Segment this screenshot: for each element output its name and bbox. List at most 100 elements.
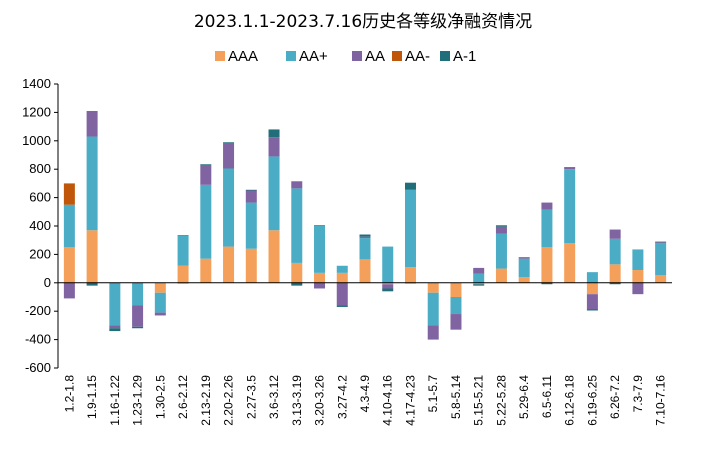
x-tick-label: 3.13-3.19 [290,375,304,426]
bar-segment-aa [450,314,462,330]
bar-segment-aaa [495,268,507,283]
bar-segment-aa- [177,235,189,266]
bar-segment-a-1 [586,309,598,311]
bar-segment-a-1 [245,189,257,191]
y-tick-label: 1200 [22,104,51,119]
x-tick-label: 5.1-5.7 [426,375,440,413]
bar-segment-aa- [404,189,416,268]
y-tick-label: 600 [29,190,51,205]
x-tick-label: 7.3-7.9 [631,375,645,413]
bar-segment-aaa [63,247,75,283]
legend: AAA AA+ AA AA- A-1 [215,48,476,65]
bar-segment-aa- [109,282,121,326]
bar-segment-aa [564,167,576,170]
bar-segment-a-1 [223,142,235,143]
x-tick-label: 3.20-3.26 [313,375,327,426]
bar-segment-aa [541,202,553,210]
x-tick-label: 6.12-6.18 [563,375,577,426]
legend-label: AA [365,48,385,65]
bar-segment-aa- [632,249,644,271]
bar-segment-aa- [450,297,462,315]
bar-segment-a-1 [177,235,189,236]
bar-segment-aaa [359,259,371,283]
bar-segment-aaa [427,282,439,293]
bar-segment-aa- [291,188,303,263]
x-tick-label: 7.10-7.16 [654,375,668,426]
bar-segment-aa [609,229,621,239]
bar-segment-aaa [404,267,416,283]
x-tick-label: 4.3-4.9 [358,375,372,413]
bar-segment-a-1 [336,305,348,307]
legend-label: AA+ [299,48,328,65]
y-tick-label: -600 [25,360,51,375]
legend-swatch [440,51,450,61]
bar-segment-a-1 [382,288,394,292]
bar-segment-aa [382,284,394,289]
x-axis: 1.2-1.8 1.9-1.15 1.16-1.22 1.23-1.29 1.30-2.… [58,282,672,426]
bar-segment-a-1 [541,282,553,285]
bar-segment-aa [359,236,371,239]
plot-area [63,110,667,340]
bar-segment-a-1 [473,284,485,286]
x-tick-label: 4.17-4.23 [403,375,417,426]
bar-segment-aa [291,181,303,189]
bar-segment-aa [132,305,144,327]
bar-segment-aa [586,294,598,310]
bar-segment-aa- [518,258,530,278]
bar-segment-aa- [200,184,212,259]
x-tick-label: 5.15-5.21 [472,375,486,426]
bar-segment-aaa [177,265,189,283]
x-tick-label: 5.29-6.4 [517,375,531,419]
bar-segment-aa- [63,183,75,205]
bar-segment-aa- [473,273,485,283]
x-tick-label: 2.27-3.5 [244,375,258,419]
bar-segment-a-1 [609,282,621,285]
x-tick-label: 1.23-1.29 [131,375,145,426]
x-tick-label: 6.26-7.2 [608,375,622,419]
x-tick-label: 6.19-6.25 [585,375,599,426]
legend-swatch [352,51,362,61]
bar-segment-a-1 [200,164,212,165]
bar-segment-aaa [450,282,462,297]
y-tick-label: 400 [29,218,51,233]
bar-segment-aa [632,282,644,295]
legend-label: AA- [405,48,430,65]
x-tick-label: 2.6-2.12 [176,375,190,419]
bar-segment-aaa [336,272,348,283]
bar-segment-aa [109,325,121,329]
x-tick-label: 1.30-2.5 [153,375,167,419]
bar-segment-aaa [632,270,644,283]
legend-swatch [392,51,402,61]
bar-segment-aaa [154,282,166,293]
bar-segment-aa [655,242,667,244]
bar-segment-aa- [154,292,166,313]
bar-segment-aa [336,282,348,306]
bar-segment-a-1 [314,225,326,226]
bar-segment-aaa [655,274,667,283]
y-tick-label: 800 [29,161,51,176]
bar-segment-aa [518,257,530,259]
bar-segment-aa- [314,226,326,273]
y-tick-label: 1000 [22,133,51,148]
bar-segment-aaa [245,248,257,283]
x-tick-label: 1.9-1.15 [85,375,99,419]
bar-segment-aa- [359,238,371,260]
bar-segment-a-1 [518,257,530,258]
bar-segment-aa- [268,156,280,231]
bar-segment-aaa [314,272,326,283]
bar-segment-aa [200,164,212,185]
bar-segment-aa- [427,292,439,326]
legend-label: A-1 [453,48,476,65]
bar-segment-aa- [245,202,257,249]
x-tick-label: 5.22-5.28 [494,375,508,426]
bar-segment-aa [314,282,326,289]
bar-segment-aa [245,190,257,203]
x-tick-label: 2.20-2.26 [222,375,236,426]
bar-segment-aa- [541,209,553,248]
bar-segment-a-1 [132,326,144,329]
bar-segment-a-1 [291,282,303,286]
bar-segment-aaa [541,247,553,283]
bar-segment-aa- [609,238,621,265]
x-tick-label: 6.5-6.11 [540,375,554,418]
